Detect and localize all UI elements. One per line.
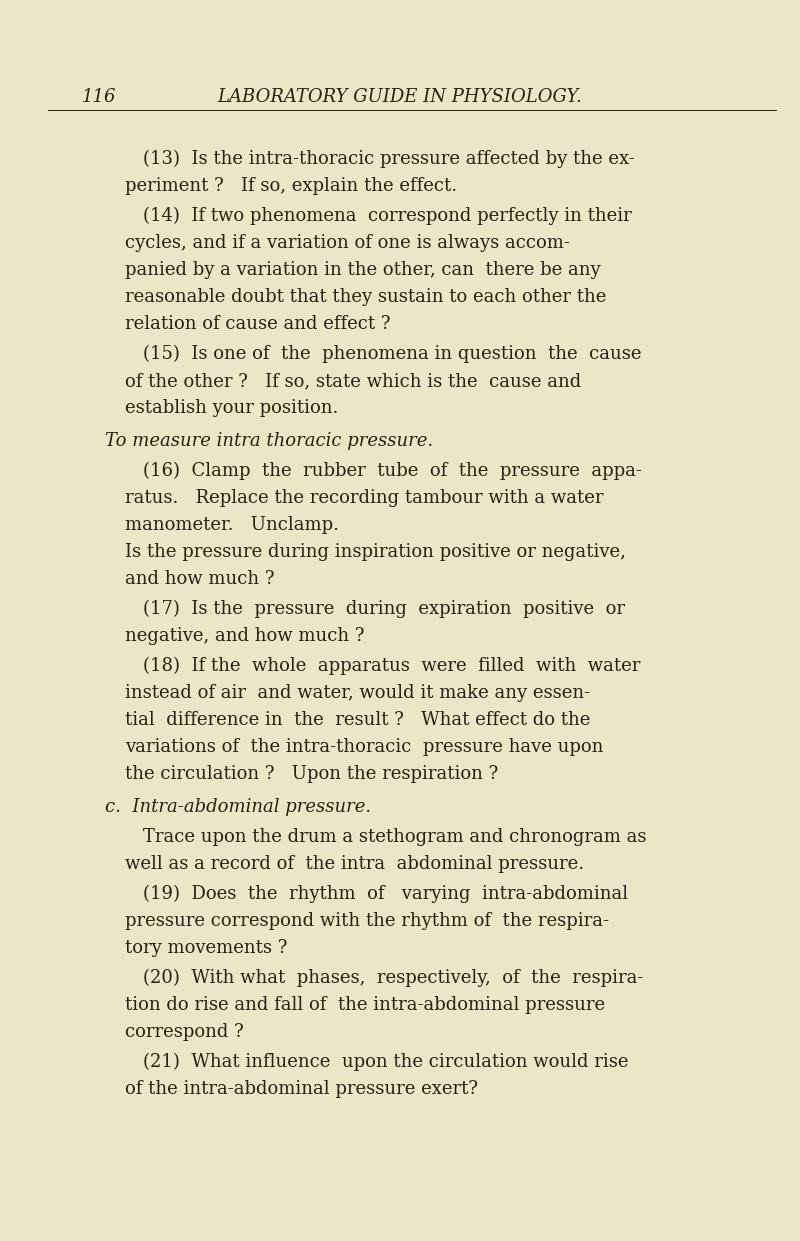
Text: Trace upon the drum a stethogram and chronogram as: Trace upon the drum a stethogram and chr… <box>143 828 646 846</box>
Text: (17)  Is the  pressure  during  expiration  positive  or: (17) Is the pressure during expiration p… <box>143 599 625 618</box>
Text: Is the pressure during inspiration positive or negative,: Is the pressure during inspiration posit… <box>125 544 626 561</box>
Text: relation of cause and effect ?: relation of cause and effect ? <box>125 315 390 333</box>
Text: manometer.   Unclamp.: manometer. Unclamp. <box>125 516 339 534</box>
Text: establish your position.: establish your position. <box>125 400 338 417</box>
Text: (16)  Clamp  the  rubber  tube  of  the  pressure  appa-: (16) Clamp the rubber tube of the pressu… <box>143 462 642 480</box>
Text: pressure correspond with the rhythm of  the respira-: pressure correspond with the rhythm of t… <box>125 912 609 930</box>
Text: correspond ?: correspond ? <box>125 1023 244 1041</box>
Text: c.  Intra-abdominal pressure.: c. Intra-abdominal pressure. <box>105 798 371 817</box>
Text: (19)  Does  the  rhythm  of   varying  intra-abdominal: (19) Does the rhythm of varying intra-ab… <box>143 885 628 903</box>
Text: and how much ?: and how much ? <box>125 570 274 588</box>
Text: panied by a variation in the other, can  there be any: panied by a variation in the other, can … <box>125 261 601 279</box>
Text: (21)  What influence  upon the circulation would rise: (21) What influence upon the circulation… <box>143 1054 629 1071</box>
Text: well as a record of  the intra  abdominal pressure.: well as a record of the intra abdominal … <box>125 855 584 872</box>
Text: To measure intra thoracic pressure.: To measure intra thoracic pressure. <box>105 432 433 450</box>
Text: of the other ?   If so, state which is the  cause and: of the other ? If so, state which is the… <box>125 372 582 390</box>
Text: (14)  If two phenomena  correspond perfectly in their: (14) If two phenomena correspond perfect… <box>143 207 632 226</box>
Text: (20)  With what  phases,  respectively,  of  the  respira-: (20) With what phases, respectively, of … <box>143 969 643 988</box>
Text: cycles, and if a variation of one is always accom-: cycles, and if a variation of one is alw… <box>125 235 570 252</box>
Text: the circulation ?   Upon the respiration ?: the circulation ? Upon the respiration ? <box>125 764 498 783</box>
Text: of the intra-abdominal pressure exert?: of the intra-abdominal pressure exert? <box>125 1080 478 1098</box>
Text: ratus.   Replace the recording tambour with a water: ratus. Replace the recording tambour wit… <box>125 489 603 508</box>
Text: periment ?   If so, explain the effect.: periment ? If so, explain the effect. <box>125 177 457 195</box>
Text: tory movements ?: tory movements ? <box>125 939 287 957</box>
Text: (15)  Is one of  the  phenomena in question  the  cause: (15) Is one of the phenomena in question… <box>143 345 642 364</box>
Text: LABORATORY GUIDE IN PHYSIOLOGY.: LABORATORY GUIDE IN PHYSIOLOGY. <box>218 88 582 105</box>
Text: (18)  If the  whole  apparatus  were  filled  with  water: (18) If the whole apparatus were filled … <box>143 656 640 675</box>
Text: tion do rise and fall of  the intra-abdominal pressure: tion do rise and fall of the intra-abdom… <box>125 997 605 1014</box>
Text: tial  difference in  the  result ?   What effect do the: tial difference in the result ? What eff… <box>125 711 590 728</box>
Text: negative, and how much ?: negative, and how much ? <box>125 627 365 645</box>
Text: variations of  the intra-thoracic  pressure have upon: variations of the intra-thoracic pressur… <box>125 738 603 756</box>
Text: reasonable doubt that they sustain to each other the: reasonable doubt that they sustain to ea… <box>125 288 606 307</box>
Text: instead of air  and water, would it make any essen-: instead of air and water, would it make … <box>125 684 590 702</box>
Text: (13)  Is the intra-thoracic pressure affected by the ex-: (13) Is the intra-thoracic pressure affe… <box>143 150 634 169</box>
Text: 116: 116 <box>82 88 117 105</box>
